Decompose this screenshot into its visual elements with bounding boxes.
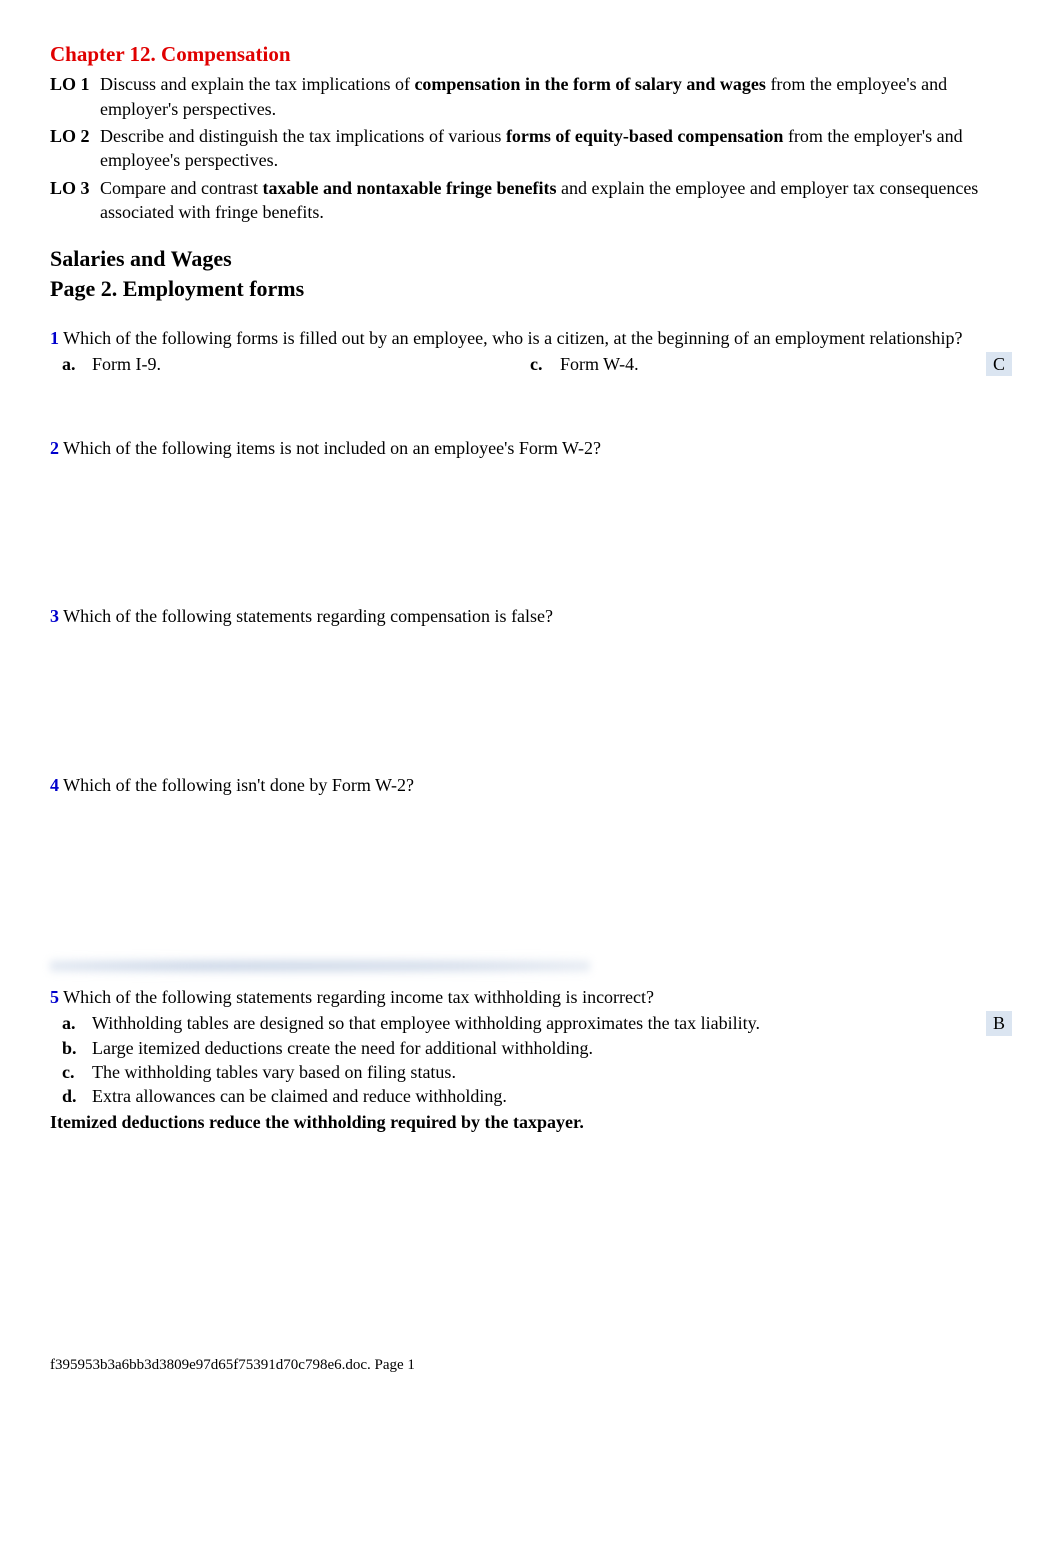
lo-row-1: LO 1 Discuss and explain the tax implica… (50, 72, 1012, 121)
section-heading-1: Salaries and Wages (50, 244, 1012, 274)
lo-label-1: LO 1 (50, 72, 100, 121)
blur-divider (50, 957, 590, 975)
q1-text: Which of the following forms is filled o… (59, 328, 962, 348)
lo2-bold: forms of equity-based compensation (506, 126, 784, 146)
q5-opt-c-label: c. (62, 1060, 92, 1084)
lo-label-3: LO 3 (50, 176, 100, 225)
lo1-pre: Discuss and explain the tax implications… (100, 74, 414, 94)
q1-num: 1 (50, 328, 59, 348)
q5-answer-line: Itemized deductions reduce the withholdi… (50, 1110, 1012, 1134)
q2-block: 2 Which of the following items is not in… (50, 436, 1012, 460)
q5-opt-d-label: d. (62, 1084, 92, 1108)
lo3-pre: Compare and contrast (100, 178, 262, 198)
q5-options: a. Withholding tables are designed so th… (50, 1011, 986, 1108)
q5-opt-a-label: a. (62, 1011, 92, 1035)
q5-block: 5 Which of the following statements rega… (50, 985, 1012, 1009)
q1-opt-c: c. Form W-4. (518, 352, 986, 376)
lo-text-1: Discuss and explain the tax implications… (100, 72, 1012, 121)
q4-block: 4 Which of the following isn't done by F… (50, 773, 1012, 797)
q1-block: 1 Which of the following forms is filled… (50, 326, 1012, 350)
q5-options-wrap: a. Withholding tables are designed so th… (50, 1011, 1012, 1108)
q3-block: 3 Which of the following statements rega… (50, 604, 1012, 628)
lo3-bold: taxable and nontaxable fringe benefits (262, 178, 556, 198)
q5-num: 5 (50, 987, 59, 1007)
q5-text: Which of the following statements regard… (59, 987, 654, 1007)
q2-text: Which of the following items is not incl… (59, 438, 601, 458)
q1-options: a. Form I-9. c. Form W-4. (50, 352, 986, 376)
q1-answer-badge: C (986, 352, 1012, 376)
q5-opt-d: d. Extra allowances can be claimed and r… (62, 1084, 986, 1108)
q5-opt-a: a. Withholding tables are designed so th… (62, 1011, 986, 1035)
q5-opt-c-text: The withholding tables vary based on fil… (92, 1060, 986, 1084)
q4-text: Which of the following isn't done by For… (59, 775, 414, 795)
lo-label-2: LO 2 (50, 124, 100, 173)
q5-opt-b-label: b. (62, 1036, 92, 1060)
q1-opt-c-text: Form W-4. (560, 352, 986, 376)
lo-row-2: LO 2 Describe and distinguish the tax im… (50, 124, 1012, 173)
lo1-bold: compensation in the form of salary and w… (414, 74, 766, 94)
q5-opt-b: b. Large itemized deductions create the … (62, 1036, 986, 1060)
lo-text-3: Compare and contrast taxable and nontaxa… (100, 176, 1012, 225)
q4-num: 4 (50, 775, 59, 795)
q1-options-wrap: a. Form I-9. c. Form W-4. C (50, 352, 1012, 376)
q1-opt-c-label: c. (530, 352, 560, 376)
chapter-title: Chapter 12. Compensation (50, 40, 1012, 68)
page-footer: f395953b3a6bb3d3809e97d65f75391d70c798e6… (50, 1355, 1012, 1375)
lo2-pre: Describe and distinguish the tax implica… (100, 126, 506, 146)
q1-opt-a-label: a. (62, 352, 92, 376)
section-heading-2: Page 2. Employment forms (50, 274, 1012, 304)
q5-opt-a-text: Withholding tables are designed so that … (92, 1011, 986, 1035)
q5-opt-d-text: Extra allowances can be claimed and redu… (92, 1084, 986, 1108)
q3-text: Which of the following statements regard… (59, 606, 553, 626)
q5-answer-badge: B (986, 1011, 1012, 1035)
q2-num: 2 (50, 438, 59, 458)
lo-row-3: LO 3 Compare and contrast taxable and no… (50, 176, 1012, 225)
lo-text-2: Describe and distinguish the tax implica… (100, 124, 1012, 173)
q5-opt-b-text: Large itemized deductions create the nee… (92, 1036, 986, 1060)
q1-opt-a: a. Form I-9. (50, 352, 518, 376)
q3-num: 3 (50, 606, 59, 626)
q5-opt-c: c. The withholding tables vary based on … (62, 1060, 986, 1084)
q1-opt-a-text: Form I-9. (92, 352, 518, 376)
